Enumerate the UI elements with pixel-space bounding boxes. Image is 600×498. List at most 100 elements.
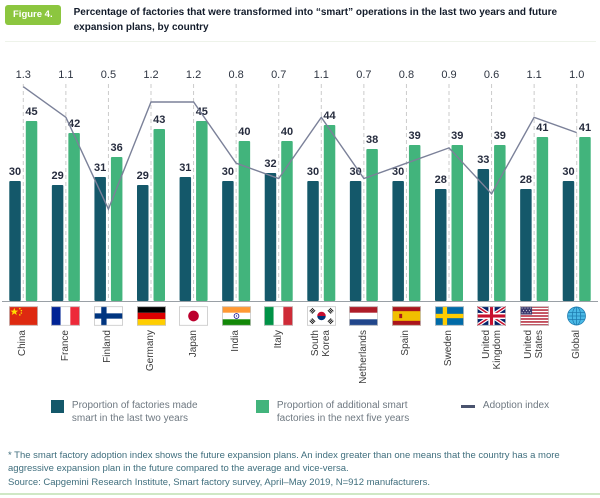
bar-next-five-years	[366, 149, 378, 301]
legend-square-swatch	[255, 400, 269, 413]
country-label: Finland	[102, 330, 114, 363]
country-label: Italy	[273, 330, 284, 349]
bar-value-label: 44	[323, 110, 336, 122]
bar-value-label: 30	[349, 166, 361, 178]
bar-value-label: 30	[222, 166, 234, 178]
bar-next-five-years	[494, 145, 506, 301]
figure-badge: Figure 4.	[5, 5, 61, 25]
bar-value-label: 30	[307, 166, 319, 178]
country-label: France	[60, 330, 72, 362]
country-label: Netherlands	[358, 330, 370, 384]
figure-header: Figure 4. Percentage of factories that w…	[5, 5, 596, 42]
country-label: Spain	[400, 330, 412, 356]
bar-value-label: 40	[238, 126, 250, 138]
adoption-index-value: 1.2	[143, 69, 158, 81]
figure-title: Percentage of factories that were transf…	[73, 7, 558, 33]
bar-last-two-years	[477, 169, 490, 301]
flag-italy	[264, 306, 294, 326]
bar-value-label: 38	[366, 134, 378, 146]
country-label: Global	[571, 330, 583, 359]
bar-value-label: 36	[111, 142, 123, 154]
bar-last-two-years	[562, 181, 575, 301]
bar-last-two-years	[307, 181, 319, 301]
source-text: Source: Capgemini Research Institute, Sm…	[8, 477, 430, 489]
legend-item: Adoption index	[460, 399, 550, 425]
bar-value-label: 43	[153, 114, 165, 126]
bar-next-five-years	[281, 141, 293, 301]
footnote-text: * The smart factory adoption index shows…	[8, 450, 560, 475]
country-labels-row: China France Finland Germany Japan India Italy…	[2, 330, 598, 400]
flag-netherlands	[349, 306, 379, 326]
adoption-index-value: 0.8	[399, 69, 414, 81]
legend-label: Proportion of factories made smart in th…	[71, 400, 198, 425]
bar-value-label: 29	[51, 170, 63, 182]
bar-next-five-years	[68, 133, 80, 301]
flag-china	[8, 306, 38, 326]
flag-south-korea	[306, 306, 336, 326]
bar-last-two-years	[520, 189, 532, 301]
bar-value-label: 45	[25, 106, 37, 118]
flag-cell	[343, 306, 386, 326]
bar-value-label: 42	[68, 118, 80, 130]
legend-label: Proportion of additional smart factories…	[276, 400, 410, 425]
chart-legend: Proportion of factories made smart in th…	[20, 399, 580, 425]
chart-svg: 1.330451.129420.531361.229431.231450.830…	[2, 69, 598, 302]
bar-next-five-years	[25, 121, 38, 301]
bar-next-five-years	[196, 121, 208, 301]
flag-cell	[172, 306, 215, 326]
bar-last-two-years	[137, 185, 149, 301]
adoption-index-value: 0.5	[101, 69, 116, 81]
flag-cell	[87, 306, 130, 326]
adoption-index-value: 0.9	[441, 69, 456, 81]
flag-germany	[136, 306, 166, 326]
flag-united-states	[519, 306, 549, 326]
country-label-cell: Global	[556, 330, 599, 400]
bar-last-two-years	[51, 185, 64, 301]
adoption-index-value: 1.0	[569, 69, 584, 81]
legend-square-swatch	[50, 400, 64, 413]
bar-next-five-years	[579, 137, 591, 301]
bar-value-label: 30	[562, 166, 574, 178]
bar-last-two-years	[349, 181, 362, 301]
country-label: Germany	[145, 330, 157, 372]
adoption-index-value: 0.8	[228, 69, 243, 81]
flag-cell	[2, 306, 45, 326]
legend-item: Proportion of additional smart factories…	[255, 399, 429, 425]
bar-value-label: 33	[477, 154, 489, 166]
country-label: India	[230, 330, 242, 352]
adoption-index-value: 1.1	[58, 69, 73, 81]
flag-spain	[391, 306, 421, 326]
flag-cell	[385, 306, 428, 326]
flag-finland	[93, 306, 123, 326]
bar-next-five-years	[153, 129, 165, 301]
bar-value-label: 32	[264, 158, 276, 170]
bar-value-label: 30	[392, 166, 404, 178]
legend-item: Proportion of factories made smart in th…	[50, 399, 224, 425]
bar-next-five-years	[238, 141, 251, 301]
bar-value-label: 41	[579, 122, 591, 134]
adoption-index-value: 1.3	[16, 69, 31, 81]
bar-next-five-years	[323, 125, 336, 301]
adoption-index-value: 0.7	[271, 69, 286, 81]
flag-cell	[300, 306, 343, 326]
bar-last-two-years	[435, 189, 447, 301]
bar-value-label: 29	[137, 170, 149, 182]
bar-value-label: 28	[520, 174, 532, 186]
flag-india	[221, 306, 251, 326]
legend-dash-swatch	[460, 405, 475, 408]
bar-next-five-years	[110, 157, 123, 301]
legend-label: Adoption index	[482, 400, 550, 411]
bar-value-label: 41	[536, 122, 548, 134]
adoption-index-value: 0.6	[484, 69, 499, 81]
adoption-index-value: 1.1	[314, 69, 329, 81]
footnote-block: * The smart factory adoption index shows…	[8, 449, 592, 489]
adoption-index-line	[22, 86, 577, 211]
flag-france	[51, 306, 81, 326]
bar-value-label: 28	[435, 174, 447, 186]
country-label: China	[17, 330, 29, 357]
flag-cell	[215, 306, 258, 326]
bar-last-two-years	[392, 181, 404, 301]
flag-cell	[45, 306, 88, 326]
bar-value-label: 40	[281, 126, 293, 138]
